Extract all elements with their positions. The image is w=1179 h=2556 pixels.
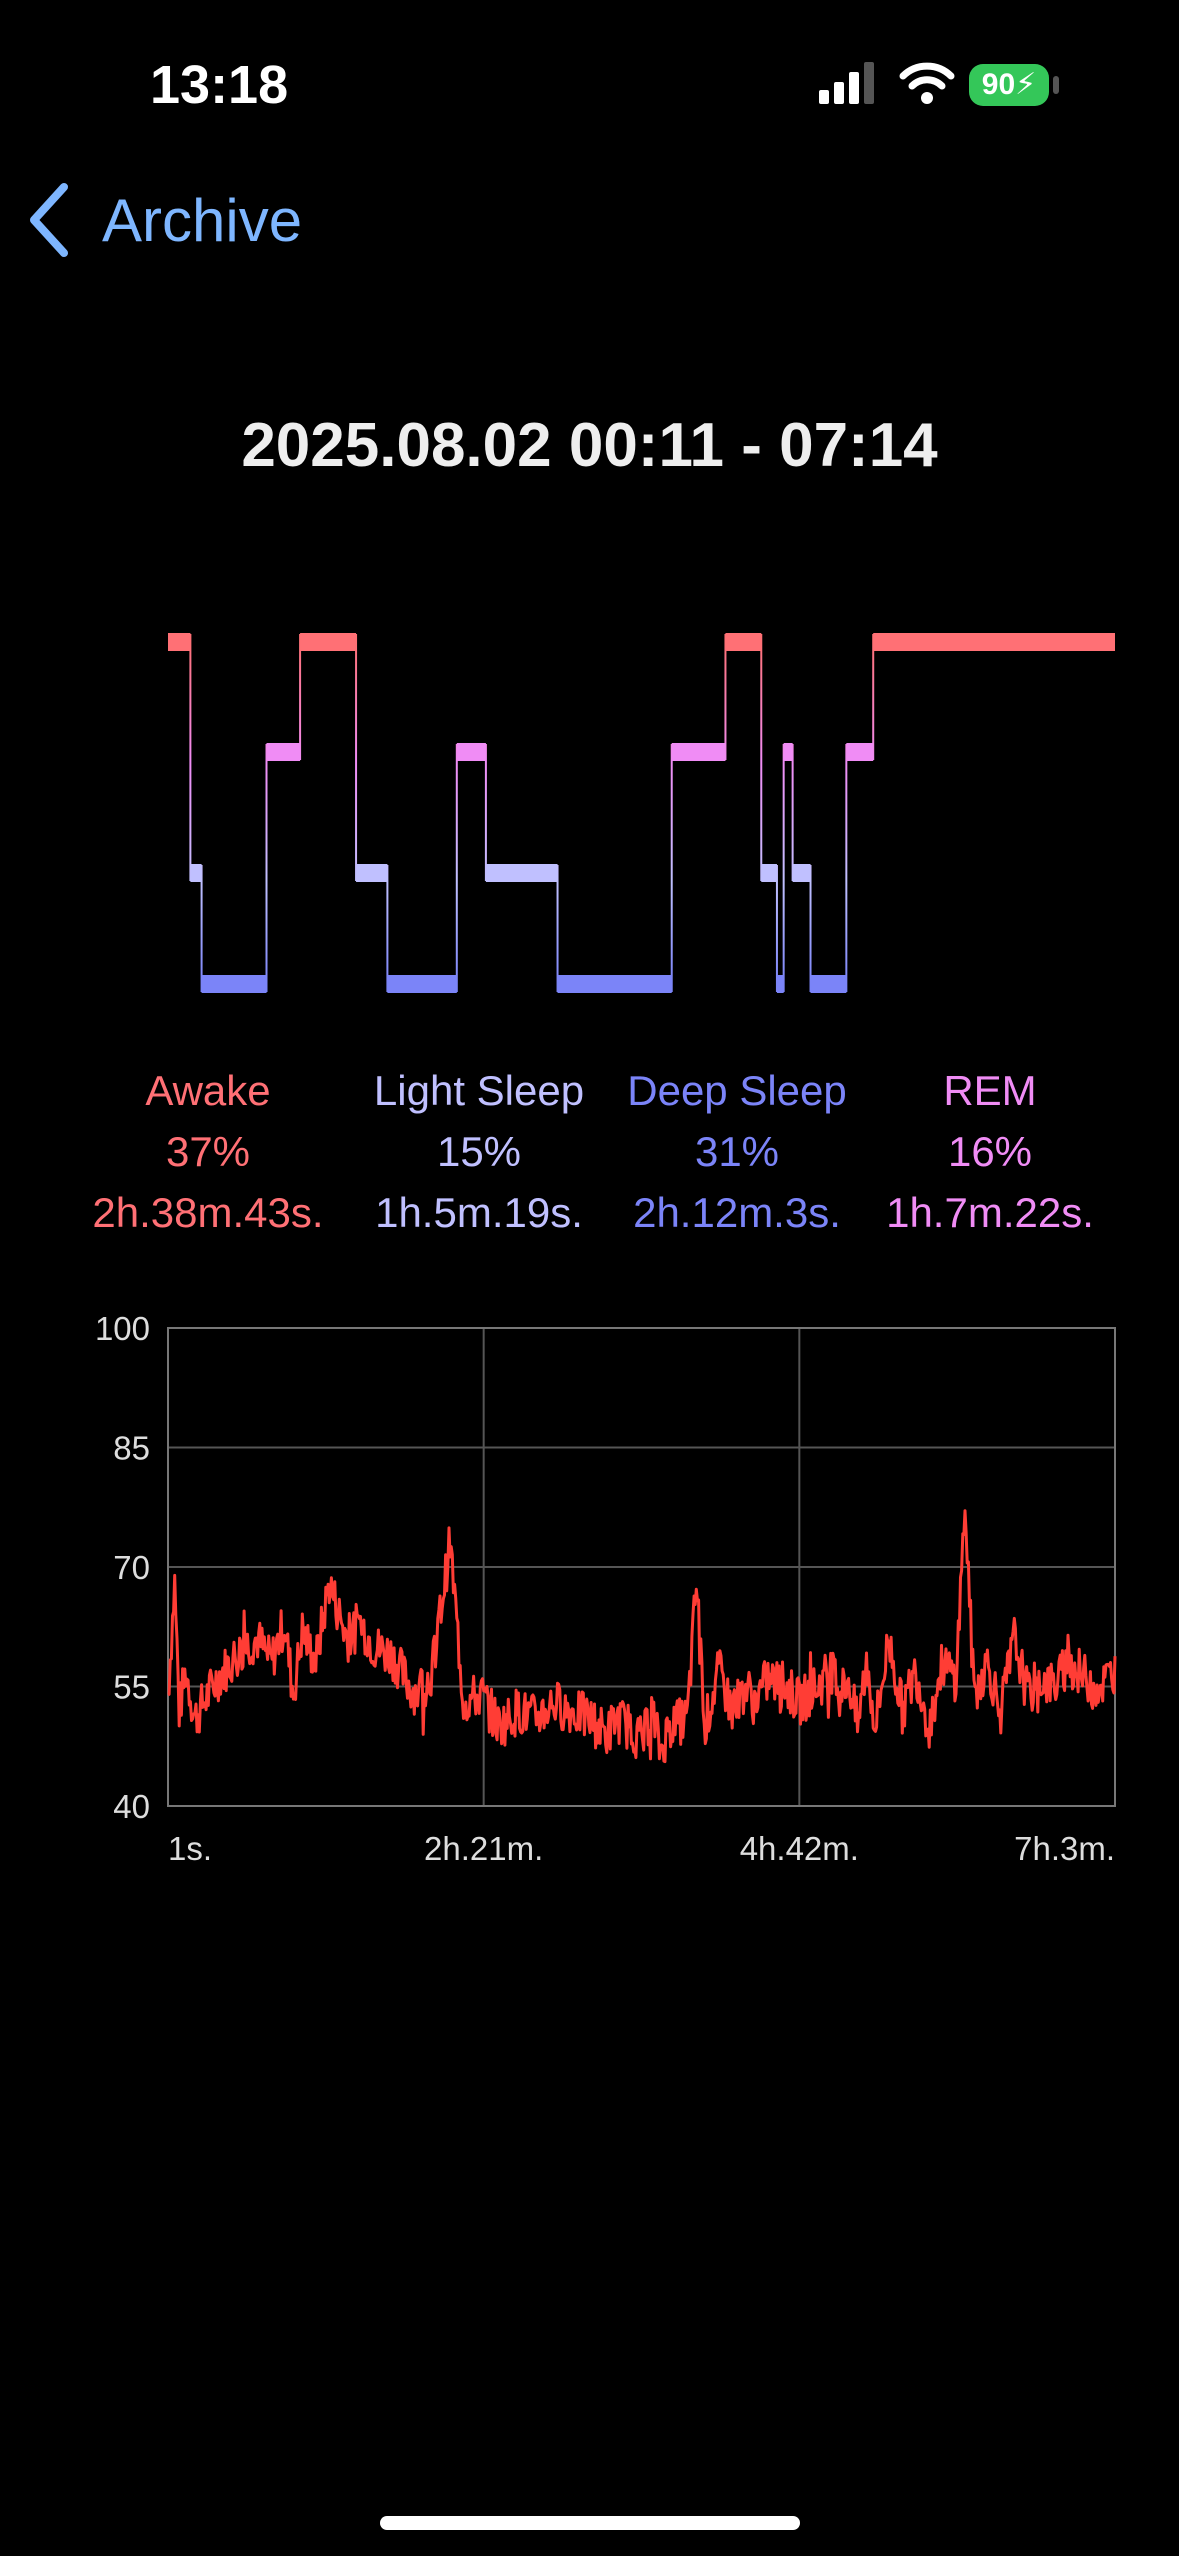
- stage-percent: 15%: [334, 1121, 624, 1182]
- stage-name: Awake: [63, 1060, 353, 1121]
- y-tick-label: 40: [113, 1788, 150, 1825]
- y-tick-label: 55: [113, 1669, 150, 1706]
- stage-segment: [672, 743, 726, 761]
- battery-icon: 90⚡: [969, 64, 1049, 106]
- stage-summary: Awake 37% 2h.38m.43s. Light Sleep 15% 1h…: [0, 1060, 1179, 1250]
- status-icons: 90⚡: [819, 58, 1179, 118]
- stage-duration: 1h.5m.19s.: [334, 1182, 624, 1243]
- stage-segment: [761, 864, 777, 882]
- stage-segment: [356, 864, 387, 882]
- stage-segment: [777, 975, 784, 993]
- back-label: Archive: [102, 186, 302, 255]
- stage-segment: [873, 633, 1115, 651]
- y-tick-label: 85: [113, 1430, 150, 1467]
- cellular-signal-icon: [819, 58, 879, 108]
- x-tick-label: 2h.21m.: [424, 1830, 543, 1867]
- stage-name: REM: [845, 1060, 1135, 1121]
- stage-segment: [725, 633, 761, 651]
- stage-segment: [793, 864, 811, 882]
- y-tick-label: 100: [95, 1310, 150, 1347]
- stage-segment: [267, 743, 301, 761]
- chevron-left-icon: [26, 181, 72, 259]
- stage-segment: [558, 975, 672, 993]
- heart-rate-series: [168, 1511, 1115, 1762]
- x-tick-label: 7h.3m.: [1014, 1830, 1115, 1867]
- stage-percent: 37%: [63, 1121, 353, 1182]
- stage-segment: [168, 633, 190, 651]
- stage-deep: Deep Sleep 31% 2h.12m.3s.: [592, 1060, 882, 1243]
- stage-percent: 31%: [592, 1121, 882, 1182]
- wifi-icon: [899, 60, 955, 106]
- stage-name: Light Sleep: [334, 1060, 624, 1121]
- stage-name: Deep Sleep: [592, 1060, 882, 1121]
- home-indicator: [380, 2516, 800, 2530]
- stage-segment: [784, 743, 793, 761]
- session-title: 2025.08.02 00:11 - 07:14: [0, 410, 1179, 481]
- stage-duration: 2h.12m.3s.: [592, 1182, 882, 1243]
- stage-segment: [486, 864, 558, 882]
- sleep-stage-chart: [0, 600, 1179, 1020]
- back-button[interactable]: Archive: [26, 180, 302, 260]
- stage-awake: Awake 37% 2h.38m.43s.: [63, 1060, 353, 1243]
- stage-duration: 1h.7m.22s.: [845, 1182, 1135, 1243]
- x-tick-label: 4h.42m.: [740, 1830, 859, 1867]
- stage-segment: [811, 975, 847, 993]
- stage-segment: [202, 975, 267, 993]
- stage-segment: [457, 743, 486, 761]
- stage-rem: REM 16% 1h.7m.22s.: [845, 1060, 1135, 1243]
- stage-segment: [300, 633, 356, 651]
- x-tick-label: 1s.: [168, 1830, 212, 1867]
- status-time: 13:18: [150, 54, 288, 116]
- battery-nub: [1053, 76, 1059, 94]
- heart-rate-chart: 100 85 70 55 40 1s. 2h.21m. 4h.42m. 7h.3m.: [0, 1310, 1179, 1890]
- stage-segment: [387, 975, 456, 993]
- stage-duration: 2h.38m.43s.: [63, 1182, 353, 1243]
- stage-light: Light Sleep 15% 1h.5m.19s.: [334, 1060, 624, 1243]
- y-tick-label: 70: [113, 1549, 150, 1586]
- battery-level: 90: [982, 68, 1015, 101]
- stage-segment: [190, 864, 201, 882]
- stage-percent: 16%: [845, 1121, 1135, 1182]
- stage-segment: [846, 743, 873, 761]
